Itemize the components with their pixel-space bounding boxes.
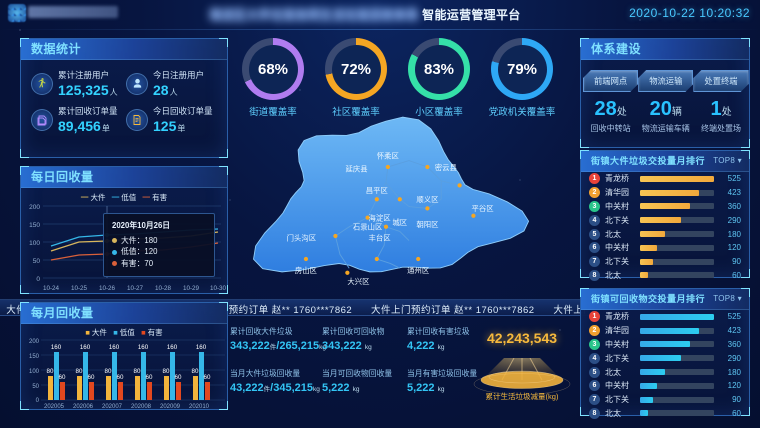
svg-text:80: 80 <box>47 368 54 375</box>
svg-text:60: 60 <box>117 374 124 381</box>
svg-text:160: 160 <box>138 344 149 351</box>
svg-text:10-25: 10-25 <box>71 285 88 292</box>
svg-text:10-30: 10-30 <box>210 285 227 292</box>
svg-text:160: 160 <box>109 344 120 351</box>
svg-text:大兴区: 大兴区 <box>347 277 369 286</box>
svg-text:丰台区: 丰台区 <box>369 234 391 243</box>
svg-text:80: 80 <box>105 368 112 375</box>
svg-text:60: 60 <box>59 374 66 381</box>
svg-text:顺义区: 顺义区 <box>416 195 438 204</box>
svg-text:50: 50 <box>32 384 39 390</box>
svg-text:10-28: 10-28 <box>155 285 172 292</box>
svg-text:60: 60 <box>146 374 153 381</box>
svg-text:160: 160 <box>196 344 207 351</box>
svg-text:50: 50 <box>33 258 41 265</box>
svg-text:160: 160 <box>51 344 62 351</box>
svg-text:202008: 202008 <box>131 404 152 410</box>
svg-text:80: 80 <box>76 368 83 375</box>
svg-text:平谷区: 平谷区 <box>472 204 494 213</box>
svg-text:202009: 202009 <box>160 404 181 410</box>
svg-text:202005: 202005 <box>44 404 65 410</box>
svg-text:怀柔区: 怀柔区 <box>377 152 399 161</box>
svg-text:密云县: 密云县 <box>435 163 457 172</box>
svg-text:昌平区: 昌平区 <box>366 186 388 195</box>
svg-text:10-24: 10-24 <box>43 285 60 292</box>
svg-text:60: 60 <box>88 374 95 381</box>
svg-text:80: 80 <box>192 368 199 375</box>
svg-text:10-27: 10-27 <box>127 285 144 292</box>
svg-text:80: 80 <box>134 368 141 375</box>
svg-text:200: 200 <box>29 339 40 345</box>
svg-text:202010: 202010 <box>189 404 210 410</box>
svg-text:延庆县: 延庆县 <box>346 165 368 174</box>
svg-text:200: 200 <box>29 204 40 211</box>
svg-text:0: 0 <box>36 398 40 404</box>
svg-text:朝阳区: 朝阳区 <box>416 220 438 229</box>
svg-text:城区: 城区 <box>392 218 407 227</box>
svg-text:0: 0 <box>36 276 40 283</box>
svg-text:房山区: 房山区 <box>295 266 317 275</box>
svg-text:150: 150 <box>29 222 40 229</box>
svg-text:60: 60 <box>204 374 211 381</box>
svg-text:202007: 202007 <box>102 404 123 410</box>
svg-text:80: 80 <box>163 368 170 375</box>
svg-text:150: 150 <box>29 354 40 360</box>
svg-text:202006: 202006 <box>73 404 94 410</box>
svg-text:60: 60 <box>175 374 182 381</box>
svg-text:10-26: 10-26 <box>99 285 116 292</box>
svg-text:10-29: 10-29 <box>183 285 200 292</box>
svg-text:石景山区: 石景山区 <box>353 223 382 232</box>
svg-text:100: 100 <box>29 240 40 247</box>
svg-text:160: 160 <box>167 344 178 351</box>
svg-text:100: 100 <box>29 369 40 375</box>
svg-text:门头沟区: 门头沟区 <box>287 234 316 243</box>
svg-text:通州区: 通州区 <box>407 266 429 275</box>
svg-text:160: 160 <box>80 344 91 351</box>
svg-text:海淀区: 海淀区 <box>369 213 391 222</box>
